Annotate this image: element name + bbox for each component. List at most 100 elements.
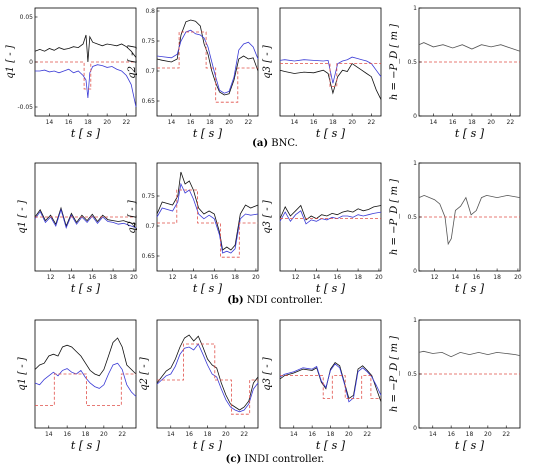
panel-c4: 14 16 18 20 22 0 0.5 1 t [ s ] h = −P_D [ m ] (389, 317, 521, 452)
y-tick-label: -0.05 (17, 104, 33, 111)
series-estimate (34, 362, 137, 397)
panel-c3: 14 16 18 20 22 t [ s ] q3 [ - ] (262, 319, 382, 452)
x-tick-label: 20 (484, 431, 492, 438)
x-tick-label: 20 (345, 431, 353, 438)
series-altitude (418, 350, 521, 358)
panel-a4: 14 16 18 20 22 0 0.5 1 t [ s ] h = −P_D [ m ] (389, 5, 521, 140)
x-tick-label: 16 (210, 274, 218, 281)
x-axis-label: t [ s ] (455, 282, 485, 295)
series-reference (280, 63, 381, 87)
plot-frame (279, 319, 382, 429)
x-tick-label: 22 (502, 431, 510, 438)
x-axis-label: t [ s ] (316, 439, 346, 452)
x-tick-label: 16 (333, 274, 341, 281)
x-axis-label: t [ s ] (316, 127, 346, 140)
x-tick-label: 16 (185, 431, 193, 438)
x-tick-label: 16 (449, 119, 457, 126)
x-tick-label: 18 (204, 431, 212, 438)
series-estimate (34, 208, 137, 230)
series-altitude (418, 42, 521, 52)
y-tick-label: 0.8 (145, 8, 155, 15)
y-axis-label: h = −P_D [ m ] (389, 336, 400, 412)
x-tick-label: 20 (222, 431, 230, 438)
plot-frame (156, 162, 259, 272)
panel-b1: 12 14 16 18 20 t [ s ] q1 [ - ] (17, 162, 138, 295)
x-tick-label: 22 (507, 119, 515, 126)
x-tick-label: 18 (206, 119, 214, 126)
x-tick-label: 14 (313, 274, 321, 281)
x-tick-label: 14 (168, 119, 176, 126)
x-tick-label: 18 (327, 431, 335, 438)
x-tick-label: 22 (118, 431, 126, 438)
x-tick-label: 14 (291, 119, 299, 126)
x-axis-label: t [ s ] (71, 127, 101, 140)
y-tick-label: 0.5 (407, 371, 417, 378)
x-tick-label: 18 (493, 274, 501, 281)
x-tick-label: 22 (245, 119, 253, 126)
caption-b: (b) NDI controller. (0, 295, 550, 306)
y-tick-label: 1 (413, 317, 417, 324)
caption-c-text: INDI controller. (244, 454, 325, 465)
y-axis-label: h = −P_D [ m ] (389, 24, 400, 100)
x-tick-label: 12 (169, 274, 177, 281)
series-actual (279, 361, 382, 402)
x-tick-label: 16 (65, 119, 73, 126)
x-tick-label: 12 (431, 274, 439, 281)
x-tick-label: 16 (472, 274, 480, 281)
x-tick-label: 20 (375, 274, 383, 281)
series-actual (279, 63, 382, 100)
plot-frame (156, 319, 259, 429)
x-tick-label: 20 (348, 119, 356, 126)
y-tick-label: 0 (413, 425, 417, 432)
caption-b-text: NDI controller. (246, 295, 323, 306)
caption-c: (c) INDI controller. (0, 454, 550, 465)
x-tick-label: 14 (68, 274, 76, 281)
x-tick-label: 14 (190, 274, 198, 281)
x-tick-label: 20 (103, 119, 111, 126)
y-tick-label: 0 (413, 113, 417, 120)
x-axis-label: t [ s ] (316, 282, 346, 295)
series-reference (280, 375, 381, 399)
plot-frame (156, 7, 259, 117)
panel-b4: 12 14 16 18 20 0 0.5 1 t [ s ] h = −P_D [ m ] (389, 160, 522, 295)
y-tick-label: 0.75 (142, 38, 156, 45)
y-tick-label: 0.65 (142, 253, 156, 260)
y-tick-label: 0.5 (407, 214, 417, 221)
x-tick-label: 22 (123, 119, 131, 126)
panel-b3: 12 14 16 18 20 t [ s ] q3 [ - ] (262, 162, 383, 295)
y-tick-label: 1 (413, 5, 417, 12)
series-estimate (279, 210, 382, 225)
x-axis-label: t [ s ] (193, 127, 223, 140)
x-tick-label: 20 (100, 431, 108, 438)
y-axis-label: q2 [ - ] (139, 357, 150, 391)
x-axis-label: t [ s ] (71, 282, 101, 295)
x-tick-label: 16 (308, 431, 316, 438)
series-reference (157, 343, 258, 415)
series-altitude (418, 194, 521, 246)
x-tick-label: 18 (84, 119, 92, 126)
x-axis-label: t [ s ] (193, 439, 223, 452)
y-tick-label: 0 (29, 59, 33, 66)
x-tick-label: 14 (167, 431, 175, 438)
x-tick-label: 16 (63, 431, 71, 438)
plot-frame (279, 162, 382, 272)
y-axis-label: q2 [ - ] (127, 200, 138, 234)
x-axis-label: t [ s ] (71, 439, 101, 452)
series-reference (35, 61, 136, 90)
series-estimate (35, 64, 137, 108)
y-tick-label: 0.5 (407, 59, 417, 66)
x-tick-label: 16 (187, 119, 195, 126)
y-tick-label: 0 (413, 268, 417, 275)
x-tick-label: 14 (452, 274, 460, 281)
x-tick-label: 14 (290, 431, 298, 438)
series-estimate (279, 363, 382, 403)
x-tick-label: 14 (430, 119, 438, 126)
caption-a-text: BNC. (271, 138, 298, 149)
y-tick-label: 0.7 (145, 68, 155, 75)
series-actual (34, 337, 137, 377)
y-tick-label: 0.7 (145, 223, 155, 230)
series-reference (157, 189, 258, 258)
caption-a-letter: (a) (252, 138, 269, 149)
y-tick-label: 1 (413, 160, 417, 167)
series-estimate (279, 56, 382, 84)
